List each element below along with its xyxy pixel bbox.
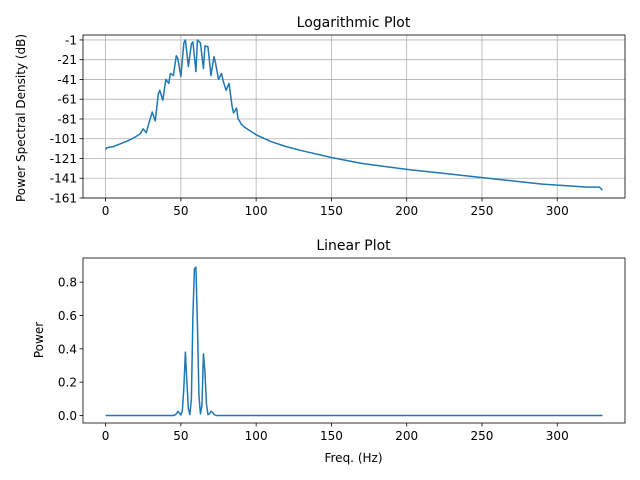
linear-plot-xtick-label: 250: [471, 429, 494, 443]
log-plot-xtick-label: 50: [173, 204, 188, 218]
log-plot-ytick-label: -21: [57, 53, 77, 67]
linear-plot-ytick-label: 0.6: [58, 309, 77, 323]
linear-plot-xlabel: Freq. (Hz): [324, 451, 382, 465]
log-plot-ytick-label: -61: [57, 93, 77, 107]
linear-plot-xtick-label: 100: [245, 429, 268, 443]
log-plot-xtick-label: 150: [320, 204, 343, 218]
log-plot-yticks: -1 -21 -41 -61 -81 -101 -121 -141 -161: [50, 33, 83, 206]
log-plot-xtick-label: 100: [245, 204, 268, 218]
log-plot-ytick-label: -81: [57, 112, 77, 126]
linear-plot-ytick-label: 0.4: [58, 342, 77, 356]
log-plot-ylabel: Power Spectral Density (dB): [14, 34, 28, 202]
log-plot-ytick-label: -1: [65, 33, 77, 47]
log-plot-marks: [104, 39, 603, 191]
linear-plot-ytick-label: 0.8: [58, 276, 77, 290]
log-plot-ytick-label: -141: [50, 172, 77, 186]
log-plot-xtick-label: 0: [102, 204, 110, 218]
log-plot: Logarithmic Plot Power Spectral Density …: [14, 15, 626, 218]
linear-plot-xtick-label: 150: [320, 429, 343, 443]
linear-plot-frame: [82, 257, 626, 424]
log-plot-ytick-label: -101: [50, 132, 77, 146]
log-plot-xticks: 0 50 100 150 200 250 300: [102, 198, 569, 218]
linear-plot: Linear Plot Power Freq. (Hz) 0 50 100 150 20…: [32, 238, 626, 465]
linear-plot-yticks: 0.0 0.2 0.4 0.6 0.8: [58, 276, 83, 423]
log-plot-ytick-label: -41: [57, 73, 77, 87]
linear-plot-xtick-label: 200: [395, 429, 418, 443]
linear-plot-ytick-label: 0.2: [58, 376, 77, 390]
log-plot-series-line: [104, 39, 603, 191]
log-plot-ytick-label: -161: [50, 192, 77, 206]
linear-plot-xtick-label: 300: [546, 429, 569, 443]
linear-plot-series-line: [105, 266, 603, 417]
log-plot-ytick-label: -121: [50, 152, 77, 166]
linear-plot-ylabel: Power: [32, 322, 46, 358]
linear-plot-xtick-label: 0: [102, 429, 110, 443]
linear-plot-ytick-label: 0.0: [58, 409, 77, 423]
log-plot-xtick-label: 300: [546, 204, 569, 218]
log-plot-grid: [83, 35, 625, 199]
log-plot-xtick-label: 200: [395, 204, 418, 218]
linear-plot-title: Linear Plot: [316, 238, 391, 254]
linear-plot-xticks: 0 50 100 150 200 250 300: [102, 423, 569, 443]
linear-plot-marks: [105, 266, 603, 417]
log-plot-xtick-label: 250: [471, 204, 494, 218]
linear-plot-xtick-label: 50: [173, 429, 188, 443]
log-plot-title: Logarithmic Plot: [297, 15, 411, 31]
log-plot-frame: [82, 34, 626, 199]
